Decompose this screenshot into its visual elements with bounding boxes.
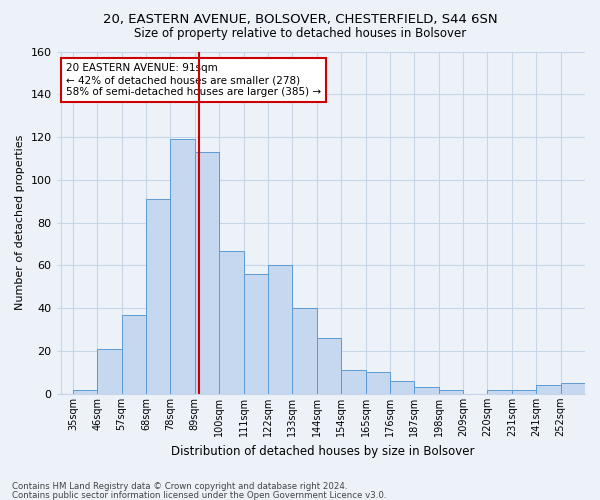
Bar bbox=[415, 388, 439, 394]
Bar bbox=[146, 199, 170, 394]
Text: Size of property relative to detached houses in Bolsover: Size of property relative to detached ho… bbox=[134, 28, 466, 40]
Bar bbox=[560, 383, 585, 394]
Text: Contains HM Land Registry data © Crown copyright and database right 2024.: Contains HM Land Registry data © Crown c… bbox=[12, 482, 347, 491]
Bar bbox=[73, 390, 97, 394]
Bar bbox=[195, 152, 219, 394]
Text: 20, EASTERN AVENUE, BOLSOVER, CHESTERFIELD, S44 6SN: 20, EASTERN AVENUE, BOLSOVER, CHESTERFIE… bbox=[103, 12, 497, 26]
Bar bbox=[365, 372, 390, 394]
Bar bbox=[512, 390, 536, 394]
Bar bbox=[122, 314, 146, 394]
Bar bbox=[268, 266, 292, 394]
Bar bbox=[536, 386, 560, 394]
Text: 20 EASTERN AVENUE: 91sqm
← 42% of detached houses are smaller (278)
58% of semi-: 20 EASTERN AVENUE: 91sqm ← 42% of detach… bbox=[66, 64, 321, 96]
Bar bbox=[292, 308, 317, 394]
Bar bbox=[97, 349, 122, 394]
Bar bbox=[219, 250, 244, 394]
Bar bbox=[170, 139, 195, 394]
Bar bbox=[244, 274, 268, 394]
Bar bbox=[439, 390, 463, 394]
Y-axis label: Number of detached properties: Number of detached properties bbox=[15, 135, 25, 310]
Bar bbox=[317, 338, 341, 394]
X-axis label: Distribution of detached houses by size in Bolsover: Distribution of detached houses by size … bbox=[171, 444, 475, 458]
Bar bbox=[341, 370, 365, 394]
Bar bbox=[487, 390, 512, 394]
Text: Contains public sector information licensed under the Open Government Licence v3: Contains public sector information licen… bbox=[12, 490, 386, 500]
Bar bbox=[390, 381, 415, 394]
